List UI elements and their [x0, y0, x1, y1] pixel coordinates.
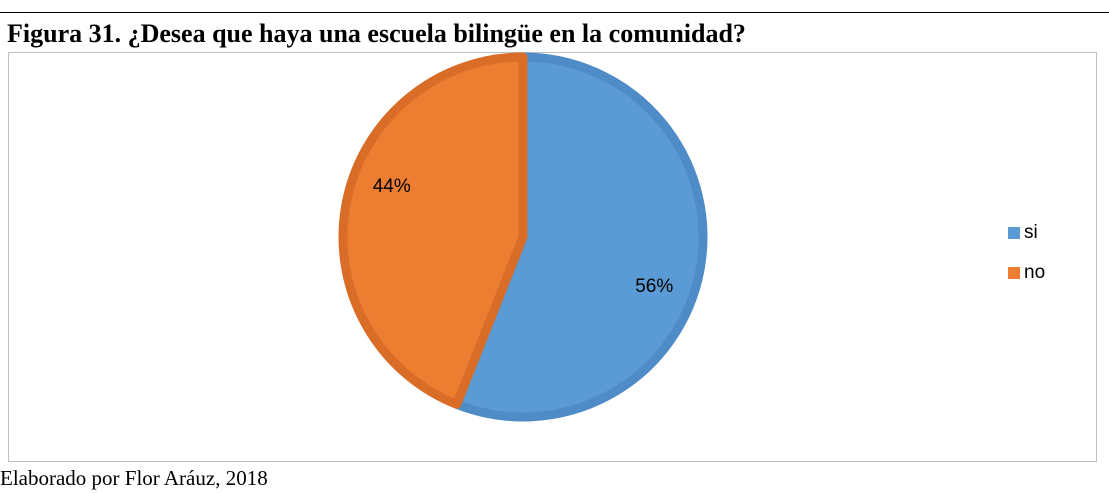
top-rule — [0, 12, 1109, 13]
legend-item-si: si — [1008, 221, 1045, 245]
legend-swatch-si — [1008, 227, 1020, 239]
legend-label-no: no — [1024, 262, 1046, 283]
data-label-no: 44% — [373, 176, 411, 197]
legend-item-no: no — [1008, 261, 1045, 285]
pie-slice-no — [338, 52, 528, 409]
data-label-si: 56% — [635, 276, 673, 297]
figure-title: Figura 31. ¿Desea que haya una escuela b… — [7, 19, 746, 48]
legend-label-si: si — [1024, 222, 1038, 243]
pie-slice-si — [452, 52, 708, 422]
chart-legend: si no — [1008, 221, 1045, 301]
figure-caption: Elaborado por Flor Aráuz, 2018 — [0, 466, 268, 490]
legend-swatch-no — [1008, 267, 1020, 279]
